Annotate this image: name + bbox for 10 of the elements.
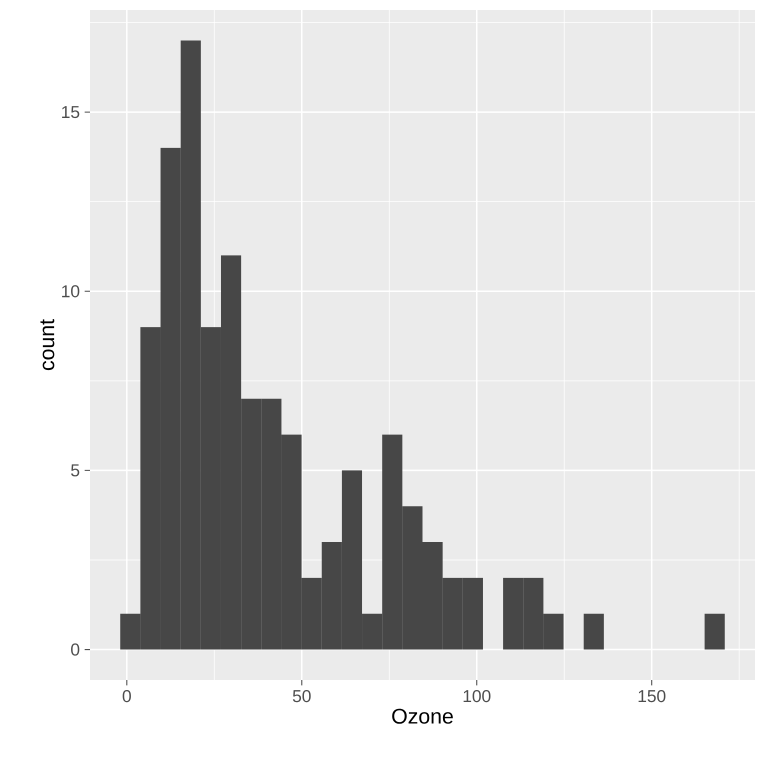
- y-tick-label: 5: [71, 464, 80, 476]
- x-tick-label: 150: [638, 690, 666, 702]
- y-tick-label: 10: [62, 285, 80, 298]
- y-tick-label: 15: [62, 106, 80, 118]
- y-tick-label: 0: [71, 643, 80, 656]
- x-tick-label: 50: [292, 690, 311, 702]
- x-axis-title: Ozone: [392, 708, 453, 724]
- x-tick-label: 100: [464, 690, 490, 702]
- y-axis-title: count: [40, 319, 54, 370]
- x-tick-label: 0: [122, 690, 131, 702]
